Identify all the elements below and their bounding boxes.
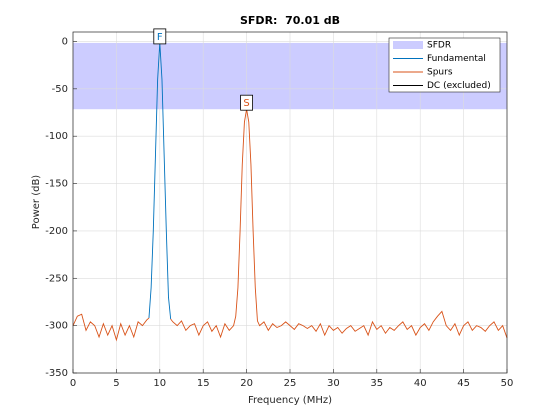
x-tick-label: 30	[327, 378, 340, 389]
x-tick-label: 10	[153, 378, 166, 389]
x-tick-label: 35	[370, 378, 383, 389]
series-line	[72, 109, 508, 342]
marker-box	[240, 94, 254, 111]
x-axis-label: Frequency (MHz)	[248, 395, 332, 406]
legend-label: Fundamental	[427, 54, 486, 64]
x-tick-label: 25	[284, 378, 297, 389]
x-tick-label: 45	[457, 378, 470, 389]
y-tick-label: 0	[62, 36, 68, 47]
marker-label: F	[157, 32, 163, 43]
x-tick-label: 40	[414, 378, 427, 389]
marker-box	[153, 28, 167, 45]
legend-label: Spurs	[427, 68, 453, 78]
legend-swatch	[393, 41, 423, 49]
chart-title: SFDR: 70.01 dB	[240, 14, 340, 27]
y-tick-label: -100	[45, 131, 68, 142]
legend-label: DC (excluded)	[427, 81, 491, 91]
x-tick-label: 20	[240, 378, 253, 389]
y-tick-label: -50	[52, 84, 68, 95]
x-tick-label: 0	[70, 378, 76, 389]
x-tick-label: 5	[113, 378, 119, 389]
y-tick-label: -300	[45, 321, 68, 332]
y-tick-label: -350	[45, 368, 68, 379]
x-tick-label: 15	[197, 378, 210, 389]
x-tick-label: 50	[501, 378, 514, 389]
y-tick-label: -150	[45, 179, 68, 190]
y-axis-label: Power (dB)	[31, 175, 42, 230]
marker-label: S	[243, 98, 249, 109]
y-tick-label: -250	[45, 273, 68, 284]
axes-box	[72, 31, 508, 374]
legend-label: SFDR	[427, 41, 451, 51]
y-tick-label: -200	[45, 226, 68, 237]
